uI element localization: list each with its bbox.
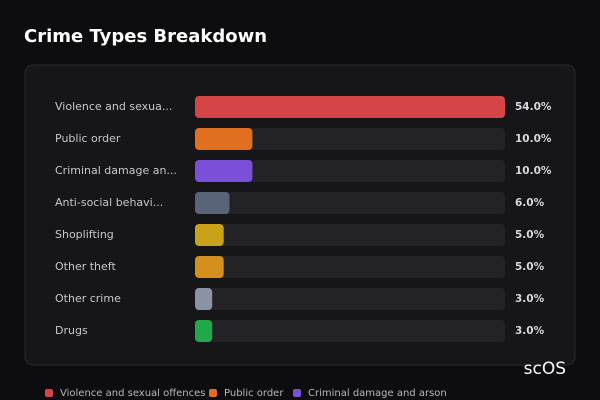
category-label: Drugs	[55, 324, 88, 337]
category-label: Shoplifting	[55, 228, 114, 241]
value-label: 6.0%	[515, 197, 545, 209]
bar	[195, 96, 505, 118]
bar	[195, 288, 213, 310]
category-label: Criminal damage an...	[55, 164, 177, 177]
category-label: Anti-social behavi...	[55, 196, 163, 209]
bar-track	[195, 224, 505, 246]
value-label: 3.0%	[515, 325, 545, 337]
value-label: 5.0%	[515, 229, 545, 241]
value-label: 54.0%	[515, 101, 552, 113]
value-label: 5.0%	[515, 261, 545, 273]
bar	[195, 192, 230, 214]
value-label: 10.0%	[515, 165, 552, 177]
value-label: 3.0%	[515, 293, 545, 305]
legend-label: Criminal damage and arson	[308, 388, 447, 399]
bar	[195, 320, 213, 342]
watermark: scOS	[524, 359, 566, 379]
chart-title: Crime Types Breakdown	[24, 26, 267, 47]
bar-track	[195, 320, 505, 342]
bar	[195, 160, 253, 182]
bar	[195, 256, 224, 278]
bar-track	[195, 160, 505, 182]
category-label: Public order	[55, 132, 121, 145]
bar	[195, 128, 253, 150]
value-label: 10.0%	[515, 133, 552, 145]
legend-swatch	[293, 389, 301, 397]
legend-swatch	[45, 389, 53, 397]
bar-track	[195, 128, 505, 150]
category-label: Other crime	[55, 292, 121, 305]
bar-track	[195, 192, 505, 214]
bar	[195, 224, 224, 246]
category-label: Other theft	[55, 260, 116, 273]
bar-track	[195, 256, 505, 278]
category-label: Violence and sexua...	[55, 100, 172, 113]
legend-swatch	[209, 389, 217, 397]
legend-label: Public order	[224, 388, 284, 399]
legend-label: Violence and sexual offences	[60, 388, 206, 399]
bar-track	[195, 288, 505, 310]
